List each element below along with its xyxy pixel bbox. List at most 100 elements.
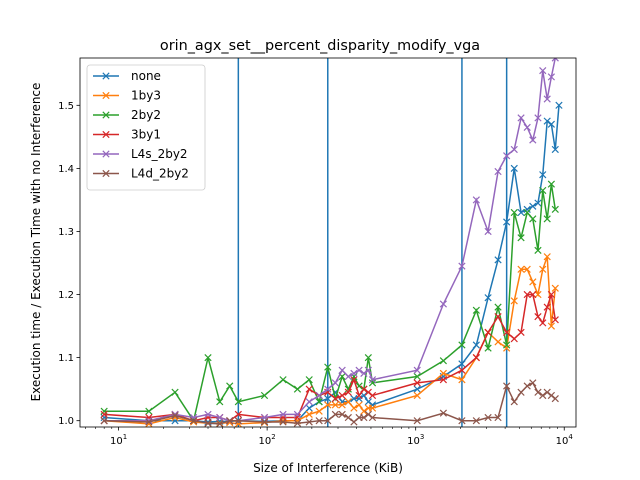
data-point-marker (344, 413, 352, 422)
data-point-marker (439, 409, 447, 417)
data-point-marker (344, 388, 352, 396)
data-point-marker (523, 123, 531, 132)
data-point-marker (517, 328, 525, 337)
data-point-marker (439, 357, 447, 365)
data-point-marker (551, 316, 559, 324)
data-point-marker (216, 398, 224, 406)
x-tick-label: 102 (259, 433, 276, 447)
y-tick-label: 1.3 (58, 227, 74, 238)
data-point-marker (234, 398, 242, 406)
data-point-marker (458, 360, 466, 368)
x-tick-label: 104 (556, 433, 574, 447)
x-axis-label: Size of Interference (KiB) (253, 461, 403, 475)
data-point-marker (360, 385, 368, 393)
data-point-marker (145, 418, 153, 426)
series-3by1 (100, 290, 559, 425)
legend-item: 2by2 (93, 108, 161, 122)
data-point-marker (413, 366, 421, 374)
data-point-marker (534, 199, 542, 207)
legend-label: none (131, 69, 161, 83)
data-point-marker (368, 413, 377, 422)
data-point-marker (484, 328, 492, 337)
data-point-marker (494, 413, 502, 422)
data-point-marker (260, 418, 269, 426)
legend-marker (102, 150, 110, 158)
data-point-marker (331, 379, 339, 387)
data-point-marker (510, 145, 518, 154)
legend-marker (102, 169, 110, 178)
data-point-marker (413, 372, 421, 381)
data-point-marker (305, 410, 313, 419)
data-point-marker (539, 66, 547, 75)
data-point-marker (324, 363, 332, 371)
series-line (104, 293, 557, 422)
data-point-marker (510, 398, 518, 406)
data-point-marker (551, 284, 559, 292)
data-point-marker (355, 401, 363, 409)
data-point-marker (100, 413, 108, 422)
plot-frame (79, 57, 577, 428)
data-point-marker (555, 101, 563, 109)
x-tick-label: 101 (110, 433, 127, 447)
data-point-marker (331, 401, 339, 409)
data-point-marker (529, 278, 537, 286)
data-point-marker (216, 413, 224, 422)
data-point-marker (551, 205, 559, 214)
data-point-marker (503, 341, 511, 349)
data-point-marker (305, 418, 313, 426)
data-point-marker (338, 366, 346, 374)
data-point-marker (543, 253, 551, 261)
data-point-marker (503, 344, 511, 352)
data-point-marker (324, 401, 332, 409)
data-point-marker (503, 218, 511, 226)
data-point-marker (204, 353, 212, 362)
data-point-marker (204, 419, 212, 427)
data-point-marker (344, 398, 352, 406)
data-point-marker (368, 376, 377, 384)
legend-label: 3by1 (131, 128, 161, 142)
data-point-marker (293, 413, 302, 422)
data-point-marker (534, 290, 542, 299)
y-tick-label: 1.4 (58, 164, 74, 175)
legend-marker (102, 130, 110, 139)
data-point-marker (458, 417, 466, 425)
data-point-marker (279, 418, 287, 426)
data-point-marker (472, 196, 480, 204)
vertical-reference-lines (237, 58, 508, 427)
data-point-marker (305, 398, 313, 406)
data-point-marker (364, 353, 372, 362)
data-point-marker (517, 208, 525, 217)
data-point-marker (344, 372, 352, 381)
legend: none 1by3 2by2 3by1 L4s_2by2 L4d_2by2 (86, 64, 206, 191)
y-tick-label: 1.1 (58, 353, 74, 364)
data-point-marker (145, 407, 153, 415)
data-point-marker (226, 382, 234, 390)
data-point-marker (279, 376, 287, 384)
data-point-marker (472, 306, 480, 314)
data-point-marker (494, 167, 502, 176)
legend-marker (102, 111, 110, 119)
data-point-marker (551, 394, 559, 403)
data-point-marker (547, 180, 555, 188)
data-point-marker (503, 152, 511, 160)
data-point-marker (338, 391, 346, 400)
data-point-marker (523, 208, 531, 217)
legend-label: L4d_2by2 (131, 167, 189, 181)
data-point-marker (331, 410, 339, 419)
data-point-marker (529, 136, 537, 144)
data-point-marker (100, 410, 108, 419)
data-point-marker (439, 300, 447, 308)
data-point-marker (315, 407, 323, 415)
data-point-marker (517, 114, 525, 122)
data-point-marker (279, 410, 287, 419)
y-tick-label: 1.0 (58, 416, 74, 427)
data-point-marker (534, 246, 542, 255)
data-point-marker (458, 341, 466, 349)
data-point-marker (355, 366, 363, 374)
legend-item: L4s_2by2 (93, 147, 188, 161)
data-point-marker (360, 413, 368, 422)
data-point-marker (145, 417, 153, 425)
legend-item: 3by1 (93, 128, 161, 142)
data-point-marker (293, 419, 302, 427)
data-point-marker (324, 417, 332, 425)
